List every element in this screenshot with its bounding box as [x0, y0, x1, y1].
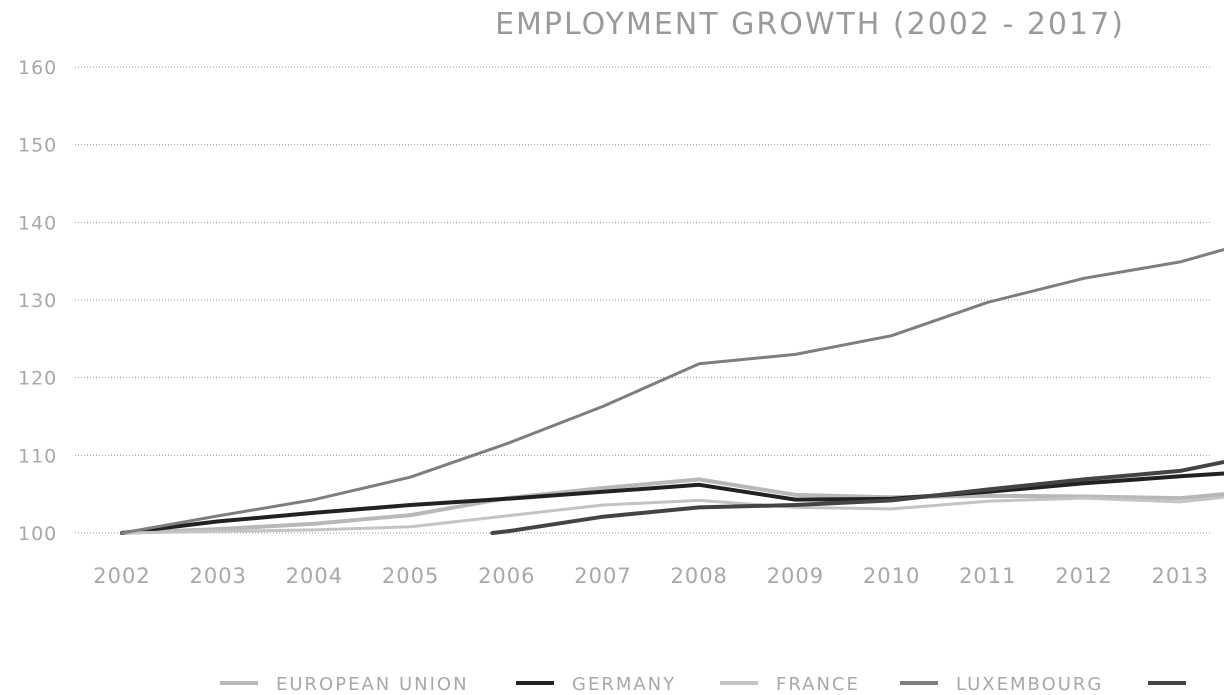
- y-axis: 100 110 120 130 140 150 160: [18, 57, 57, 545]
- x-tick-label: 2008: [670, 564, 727, 588]
- y-tick-label: 150: [18, 135, 57, 157]
- legend-label: EUROPEAN UNION: [276, 674, 469, 695]
- legend-item: GERMANY: [516, 674, 676, 695]
- legend-item: LUXEMBOURG: [900, 674, 1103, 695]
- x-tick-label: 2009: [767, 564, 824, 588]
- x-tick-label: 2004: [286, 564, 343, 588]
- x-axis: 2002 2003 2004 2005 2006 2007 2008 2009 2010 2011…: [93, 564, 1208, 588]
- y-tick-label: 160: [18, 57, 57, 79]
- x-tick-label: 2013: [1151, 564, 1208, 588]
- x-tick-label: 2003: [189, 564, 246, 588]
- y-tick-label: 120: [18, 368, 57, 390]
- series-line-france: [120, 495, 1224, 535]
- series-line-series-5: [490, 459, 1224, 535]
- legend-label: LUXEMBOURG: [956, 674, 1103, 695]
- legend: EUROPEAN UNION GERMANY FRANCE LUXEMBOURG: [220, 674, 1186, 695]
- x-tick-label: 2005: [382, 564, 439, 588]
- series-line-luxembourg: [120, 248, 1224, 535]
- x-tick-label: 2010: [863, 564, 920, 588]
- y-tick-label: 130: [18, 290, 57, 312]
- series-line-germany: [120, 471, 1224, 535]
- series-layer: [120, 248, 1224, 535]
- series-line-european-union: [120, 477, 1224, 535]
- x-tick-label: 2002: [93, 564, 150, 588]
- x-tick-label: 2006: [478, 564, 535, 588]
- x-tick-label: 2007: [574, 564, 631, 588]
- y-tick-label: 100: [18, 523, 57, 545]
- x-tick-label: 2011: [959, 564, 1016, 588]
- chart-title: EMPLOYMENT GROWTH (2002 - 2017): [495, 7, 1125, 42]
- grid-layer: [75, 66, 1212, 534]
- y-tick-label: 140: [18, 212, 57, 234]
- legend-label: GERMANY: [572, 674, 676, 695]
- y-tick-label: 110: [18, 445, 57, 467]
- x-tick-label: 2012: [1055, 564, 1112, 588]
- legend-item: FRANCE: [720, 674, 860, 695]
- legend-label: FRANCE: [776, 674, 860, 695]
- legend-item: EUROPEAN UNION: [220, 674, 469, 695]
